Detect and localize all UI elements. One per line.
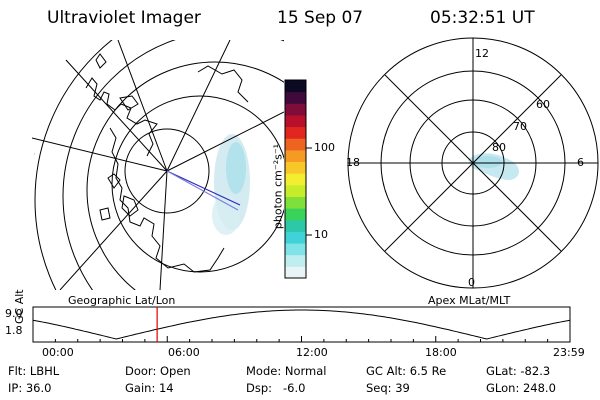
dsp-info: Dsp: -6.0 [246, 381, 306, 395]
colorbar-segment [285, 114, 306, 128]
app-title: Ultraviolet Imager [47, 8, 201, 28]
ip-info: IP: 36.0 [8, 381, 52, 395]
mode-info: Mode: Normal [246, 364, 327, 378]
colorbar-segment [285, 91, 306, 104]
colorbar-segment [285, 254, 306, 267]
seq-info: Seq: 39 [366, 381, 410, 395]
flt-info: Flt: LBHL [8, 364, 60, 378]
apex-label: Apex MLat/MLT [428, 294, 511, 307]
glat-info: GLat: -82.3 [486, 364, 551, 378]
colorbar-segment [285, 184, 306, 197]
colorbar-segment [285, 103, 306, 116]
door-info: Door: Open [125, 364, 191, 378]
mlat-label-80: 80 [492, 141, 506, 154]
geographic-label: Geographic Lat/Lon [68, 294, 176, 307]
colorbar-segment [285, 208, 306, 221]
mlt-label-18: 18 [346, 156, 360, 169]
time-tick-18: 18:00 [425, 346, 457, 359]
mlt-label-0: 0 [468, 276, 475, 289]
mlat-label-70: 70 [513, 120, 527, 133]
colorbar-segment [285, 219, 306, 232]
colorbar-tick-10: 10 [314, 228, 328, 241]
colorbar-segment [285, 196, 306, 209]
time-label: 05:32:51 UT [430, 8, 535, 28]
colorbar-segment [285, 138, 306, 151]
time-tick-00: 00:00 [42, 346, 74, 359]
altitude-ytick-9: 9.0 [5, 307, 23, 320]
time-tick-12: 12:00 [296, 346, 328, 359]
colorbar-segment [285, 243, 306, 256]
gain-info: Gain: 14 [125, 381, 174, 395]
time-tick-06: 06:00 [168, 346, 200, 359]
colorbar-segment [285, 231, 306, 244]
glon-info: GLon: 248.0 [486, 381, 556, 395]
gcalt-info: GC Alt: 6.5 Re [366, 364, 447, 378]
aurora-emission-left [212, 134, 250, 235]
colorbar-segment [285, 149, 306, 163]
colorbar-segment [285, 161, 306, 174]
colorbar-segment [285, 126, 306, 139]
altitude-ytick-1_8: 1.8 [5, 324, 23, 337]
colorbar-segment [285, 80, 306, 93]
date-label: 15 Sep 07 [277, 8, 364, 28]
colorbar-tick-100: 100 [314, 141, 335, 154]
svg-text:·: · [33, 150, 36, 160]
colorbar-segment [285, 266, 306, 279]
mlat-label-60: 60 [536, 98, 550, 111]
mlt-label-12: 12 [475, 47, 489, 60]
time-tick-2359: 23:59 [553, 346, 585, 359]
mlt-label-6: 6 [577, 156, 584, 169]
colorbar-segment [285, 173, 306, 186]
aurora-emission-right [468, 153, 519, 180]
